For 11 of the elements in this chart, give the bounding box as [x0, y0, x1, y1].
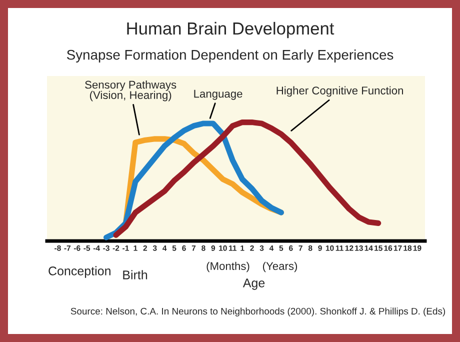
source-note: Source: Nelson, C.A. In Neurons to Neighborhoods (2000). Shonkoff J. & Phillips D. (Eds): [70, 308, 446, 316]
text: Language: [194, 90, 242, 100]
text: Conception: [48, 266, 110, 278]
text: Birth: [123, 270, 148, 280]
text: Higher Cognitive Function: [276, 86, 403, 97]
text: (Months): [206, 262, 250, 272]
text: Sensory Pathways (Vision, Hearing): [85, 80, 176, 102]
text: (Years): [262, 262, 298, 272]
chart-subtitle: Synapse Formation Dependent on Early Experiences: [66, 50, 394, 62]
chart-title: Human Brain Development: [127, 22, 334, 38]
text: Age: [242, 278, 265, 290]
